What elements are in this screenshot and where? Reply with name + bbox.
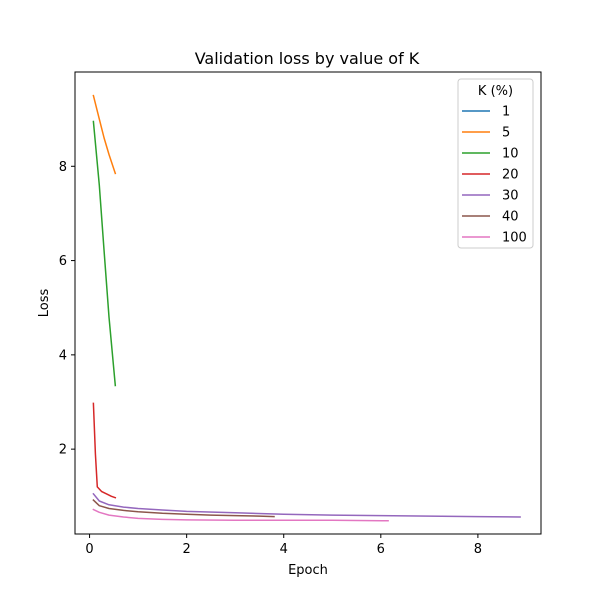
plot-frame <box>74 71 542 535</box>
legend-title: K (%) <box>478 84 513 99</box>
x-tick-label: 6 <box>377 542 385 557</box>
legend-label-10: 10 <box>502 147 519 162</box>
legend: K (%) 1 5 10 20 30 40 100 <box>457 78 534 249</box>
x-tick-label: 0 <box>85 542 93 557</box>
y-axis-label: Loss <box>37 289 52 318</box>
y-tick-label: 8 <box>59 160 67 175</box>
y-tick-label: 6 <box>59 254 67 269</box>
y-tick-label: 4 <box>59 348 67 363</box>
legend-label-40: 40 <box>502 210 519 225</box>
legend-label-20: 20 <box>502 168 519 183</box>
series-line-30 <box>92 492 521 518</box>
y-tick-label: 2 <box>59 443 67 458</box>
legend-label-30: 30 <box>502 189 519 204</box>
legend-box <box>457 78 534 249</box>
chart-title: Validation loss by value of K <box>195 49 420 68</box>
x-tick-label: 2 <box>183 542 191 557</box>
legend-label-5: 5 <box>502 126 510 141</box>
legend-label-100: 100 <box>502 231 527 246</box>
series-line-20 <box>92 402 117 499</box>
x-axis: 0 2 4 6 8 <box>85 534 482 557</box>
y-axis: 2 4 6 8 <box>59 160 75 458</box>
x-tick-label: 4 <box>280 542 288 557</box>
x-axis-label: Epoch <box>288 563 328 578</box>
series-line-40 <box>92 499 275 518</box>
plot-area <box>92 94 521 522</box>
x-tick-label: 8 <box>474 542 482 557</box>
series-line-100 <box>92 508 389 522</box>
legend-label-1: 1 <box>502 105 510 120</box>
series-line-5 <box>92 94 117 175</box>
series-line-10 <box>92 120 117 387</box>
